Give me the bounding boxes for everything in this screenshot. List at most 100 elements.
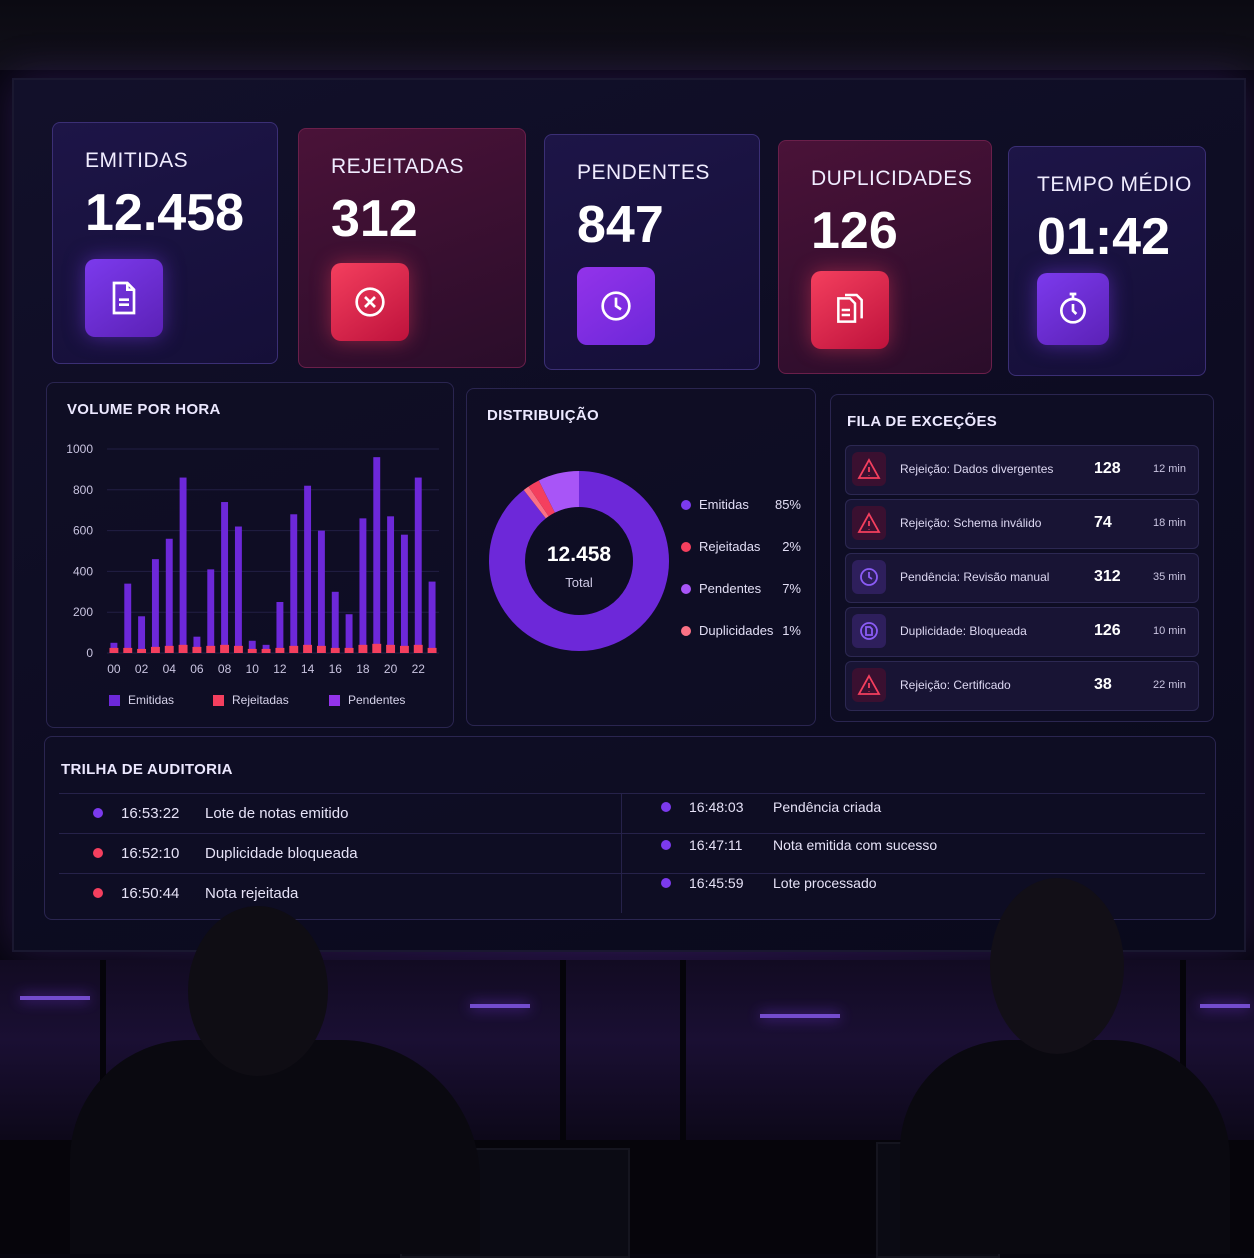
bar-rejeitadas [344, 647, 354, 653]
bar-rejeitadas [192, 646, 202, 653]
exception-row[interactable]: Rejeição: Schema inválido 74 18 min [845, 499, 1199, 549]
ceiling-light [20, 996, 90, 1000]
bar-emitidas [373, 457, 381, 653]
document-icon [85, 259, 163, 337]
dashboard-screen: EMITIDAS 12.458 REJEITADAS 312 PENDENTES… [12, 78, 1246, 952]
audit-text: Duplicidade bloqueada [205, 844, 358, 862]
window-frame [100, 960, 106, 1160]
person-left-head [188, 906, 328, 1076]
kpi-value: 12.458 [85, 184, 245, 242]
x-tick-label: 20 [384, 662, 398, 676]
bar-emitidas [234, 526, 242, 653]
kpi-card-emitidas[interactable]: EMITIDAS 12.458 [52, 122, 278, 364]
donut-slice-duplicidades [523, 486, 549, 519]
kpi-label: REJEITADAS [331, 155, 464, 178]
bar-emitidas [221, 502, 229, 653]
audit-entry[interactable]: 16:45:59 Lote processado [661, 863, 877, 903]
bar-emitidas [290, 514, 298, 653]
person-right-head [990, 878, 1124, 1054]
warning-icon [852, 452, 886, 486]
bar-emitidas [165, 538, 173, 653]
kpi-card-tempo-medio[interactable]: TEMPO MÉDIO 01:42 [1008, 146, 1206, 376]
divider [59, 833, 1205, 834]
legend-dot [681, 541, 691, 552]
audit-entry[interactable]: 16:50:44 Nota rejeitada [93, 873, 298, 913]
exception-row[interactable]: Duplicidade: Bloqueada 126 10 min [845, 607, 1199, 657]
legend-pendentes: Pendentes [329, 693, 405, 707]
duplicate-icon [852, 614, 886, 648]
bar-rejeitadas [386, 644, 396, 653]
exception-time: 18 min [1152, 517, 1186, 529]
legend-dot [681, 625, 691, 636]
x-tick-label: 22 [412, 662, 426, 676]
y-tick-label: 0 [86, 646, 93, 660]
bar-emitidas [124, 583, 132, 653]
bar-emitidas [207, 569, 215, 653]
audit-entry[interactable]: 16:53:22 Lote de notas emitido [93, 793, 348, 833]
audit-time: 16:45:59 [689, 875, 744, 891]
audit-text: Nota emitida com sucesso [773, 837, 938, 853]
bar-rejeitadas [150, 646, 160, 653]
exception-count: 38 [1094, 676, 1112, 693]
x-tick-label: 18 [356, 662, 370, 676]
exception-row[interactable]: Rejeição: Certificado 38 22 min [845, 661, 1199, 711]
kpi-card-rejeitadas[interactable]: REJEITADAS 312 [298, 128, 526, 368]
kpi-label: PENDENTES [577, 161, 710, 184]
ceiling-light [470, 1004, 530, 1008]
y-tick-label: 1000 [66, 442, 93, 456]
bar-rejeitadas [358, 644, 368, 653]
kpi-value: 126 [811, 202, 898, 260]
panel-title: FILA DE EXCEÇÕES [847, 413, 998, 430]
bar-rejeitadas [178, 644, 188, 653]
bar-rejeitadas [109, 647, 119, 653]
audit-entry[interactable]: 16:52:10 Duplicidade bloqueada [93, 833, 358, 873]
volume-panel: VOLUME POR HORA 0 200 400 600 800 1000 00 02 04 0… [46, 382, 454, 728]
exception-label: Duplicidade: Bloqueada [900, 624, 1027, 638]
ceiling-light [1200, 1004, 1250, 1008]
kpi-value: 847 [577, 196, 664, 254]
x-tick-label: 10 [246, 662, 260, 676]
bar-rejeitadas [413, 644, 423, 653]
legend-label: Pendentes [699, 581, 762, 596]
kpi-card-pendentes[interactable]: PENDENTES 847 [544, 134, 760, 370]
volume-bar-chart: 0 200 400 600 800 1000 00 02 04 06 08 10 12 14 16 18 20 2… [66, 442, 439, 676]
legend-pct: 2% [782, 539, 801, 554]
panel-title: VOLUME POR HORA [67, 401, 221, 418]
bar-rejeitadas [123, 647, 133, 653]
audit-time: 16:50:44 [121, 884, 180, 902]
legend-label: Pendentes [348, 693, 406, 707]
bar-rejeitadas [220, 644, 230, 653]
legend-label: Emitidas [699, 497, 749, 512]
bar-emitidas [428, 581, 436, 653]
y-tick-label: 200 [73, 605, 93, 619]
x-tick-label: 08 [218, 662, 232, 676]
window-frame [1180, 960, 1186, 1160]
kpi-card-duplicidades[interactable]: DUPLICIDADES 126 [778, 140, 992, 374]
x-tick-label: 06 [190, 662, 204, 676]
bar-emitidas [179, 477, 187, 653]
exception-row[interactable]: Rejeição: Dados divergentes 128 12 min [845, 445, 1199, 495]
audit-entry[interactable]: 16:48:03 Pendência criada [661, 787, 881, 827]
kpi-value: 01:42 [1037, 208, 1170, 266]
warning-icon [852, 668, 886, 702]
distribution-donut-chart [489, 471, 669, 651]
bar-rejeitadas [399, 645, 409, 653]
exception-count: 128 [1094, 460, 1121, 477]
bar-emitidas [262, 644, 270, 653]
person-right [900, 1040, 1230, 1254]
bar-rejeitadas [233, 645, 243, 653]
exception-time: 22 min [1152, 679, 1186, 691]
audit-time: 16:52:10 [121, 844, 180, 862]
exception-count: 74 [1094, 514, 1112, 531]
bar-emitidas [345, 614, 353, 653]
status-dot [661, 802, 671, 812]
audit-time: 16:47:11 [689, 837, 743, 853]
bar-emitidas [138, 616, 146, 653]
ceiling [0, 0, 1254, 70]
legend-label: Rejeitadas [232, 693, 289, 707]
panel-title: DISTRIBUIÇÃO [487, 407, 599, 424]
legend-pct: 7% [782, 581, 801, 596]
bar-rejeitadas [289, 645, 299, 653]
audit-entry[interactable]: 16:47:11 Nota emitida com sucesso [661, 825, 937, 865]
exception-row[interactable]: Pendência: Revisão manual 312 35 min [845, 553, 1199, 603]
